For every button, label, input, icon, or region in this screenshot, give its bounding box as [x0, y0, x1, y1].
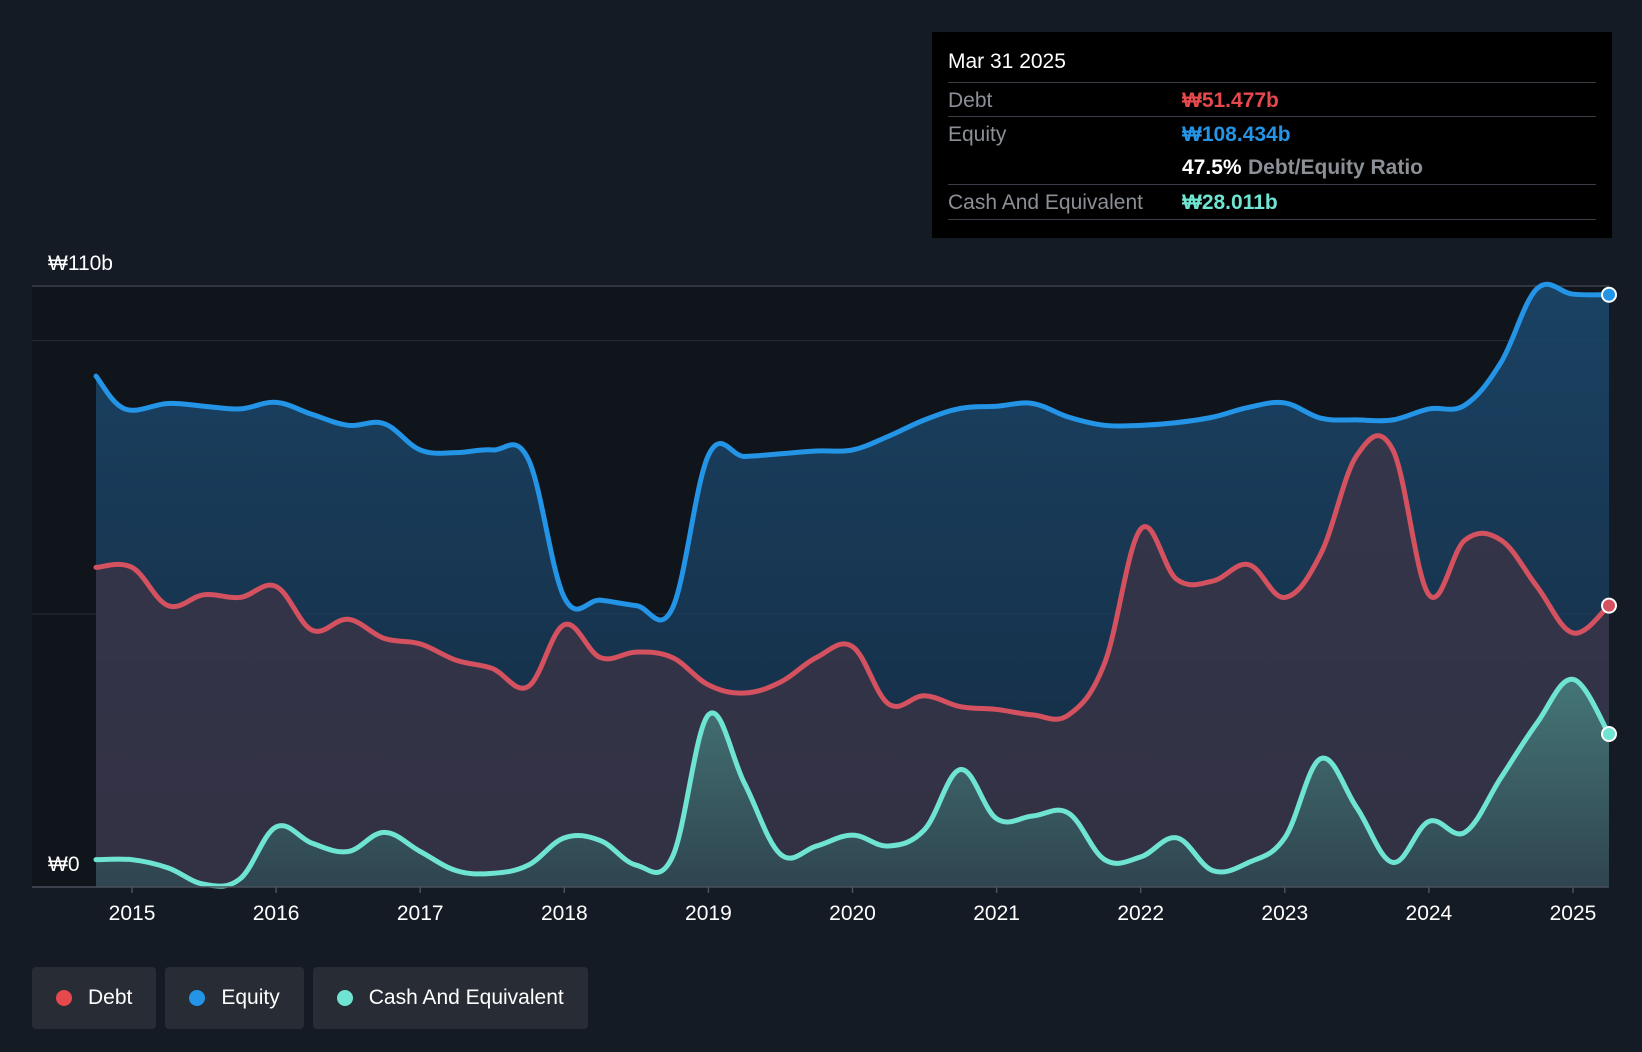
- y-axis-top-label: ₩110b: [48, 252, 113, 275]
- x-tick-label-2017: 2017: [397, 902, 444, 925]
- debt-area: [96, 435, 1609, 887]
- y-axis-bottom-label: ₩0: [48, 853, 80, 876]
- legend-dot-equity-icon: [189, 990, 206, 1006]
- tooltip-debt-value: ₩51.477b: [1182, 89, 1279, 112]
- x-tick-label-2018: 2018: [541, 902, 588, 925]
- tooltip-debt-label: Debt: [948, 89, 993, 112]
- legend-label-cash: Cash And Equivalent: [368, 986, 564, 1009]
- tooltip-row-cash: Cash And Equivalent ₩28.011b: [948, 184, 1596, 220]
- x-tick-label-2016: 2016: [253, 902, 300, 925]
- tooltip-equity-value: ₩108.434b: [1182, 123, 1291, 146]
- x-tick-label-2023: 2023: [1261, 902, 1308, 925]
- tooltip-ratio-label: Debt/Equity Ratio: [1248, 156, 1424, 179]
- tooltip-ratio-value: 47.5%: [1182, 156, 1242, 179]
- x-tick-label-2022: 2022: [1117, 902, 1164, 925]
- tooltip-row-equity: Equity ₩108.434b: [948, 116, 1596, 151]
- legend-item-debt[interactable]: Debt: [32, 967, 157, 1029]
- tooltip-panel: Mar 31 2025 Debt ₩51.477b Equity ₩108.43…: [932, 32, 1612, 238]
- x-tick-label-2020: 2020: [829, 902, 876, 925]
- tooltip-row-debt: Debt ₩51.477b: [948, 82, 1596, 117]
- legend-item-equity[interactable]: Equity: [165, 967, 304, 1029]
- equity-line: [93, 281, 1612, 623]
- debt-end-marker: [1601, 597, 1617, 614]
- legend-dot-cash-icon: [336, 990, 353, 1006]
- x-tick-label-2024: 2024: [1406, 902, 1453, 925]
- cash-end-marker: [1601, 726, 1617, 743]
- debt-line: [93, 433, 1612, 722]
- tooltip-date: Mar 31 2025: [948, 50, 1066, 73]
- chart-legend: Debt Equity Cash And Equivalent: [32, 967, 588, 1029]
- equity-end-marker: [1601, 286, 1617, 303]
- x-tick-label-2025: 2025: [1550, 902, 1597, 925]
- x-tick-label-2019: 2019: [685, 902, 732, 925]
- cash-line: [93, 676, 1612, 889]
- legend-dot-debt-icon: [56, 990, 72, 1006]
- legend-label-equity: Equity: [221, 986, 280, 1009]
- tooltip-equity-label: Equity: [948, 123, 1007, 146]
- tooltip-row-ratio: 47.5% Debt/Equity Ratio: [948, 150, 1596, 184]
- legend-item-cash[interactable]: Cash And Equivalent: [312, 967, 588, 1029]
- tooltip-cash-label: Cash And Equivalent: [948, 191, 1143, 214]
- x-tick-label-2021: 2021: [973, 902, 1020, 925]
- legend-label-debt: Debt: [88, 986, 133, 1009]
- tooltip-cash-value: ₩28.011b: [1182, 191, 1278, 214]
- x-tick-label-2015: 2015: [109, 902, 156, 925]
